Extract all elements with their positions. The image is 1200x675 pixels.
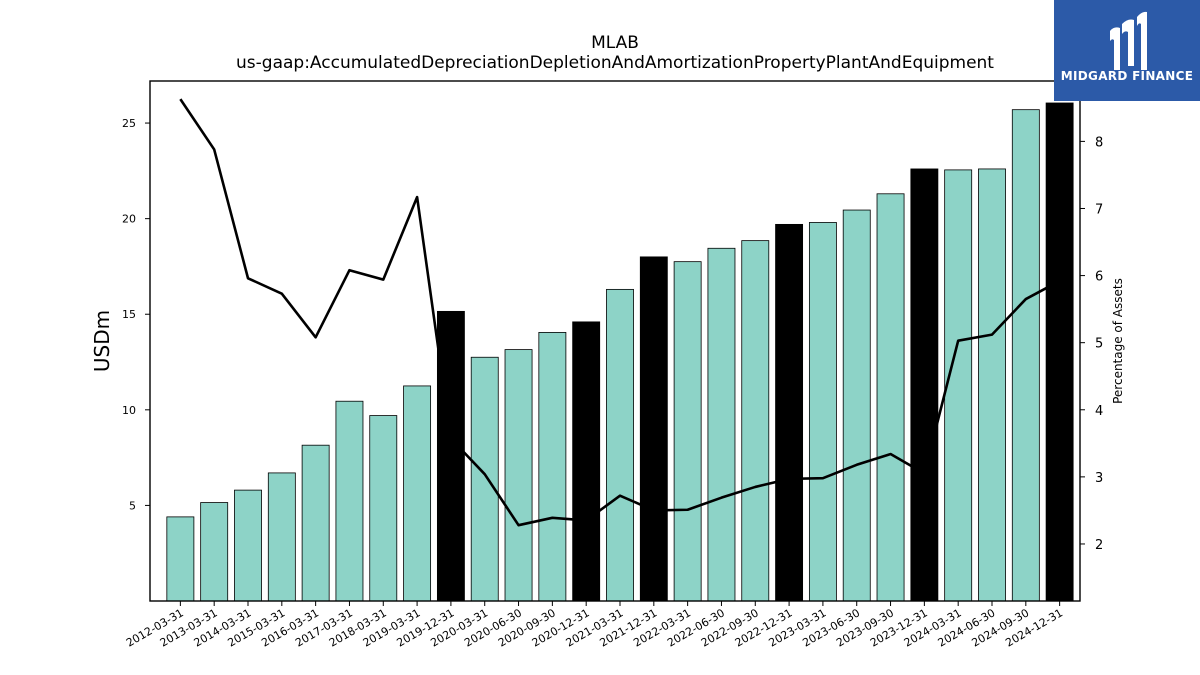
bar-2013-03-31 (200, 502, 229, 602)
bar-2017-03-31 (335, 400, 364, 602)
bar-2015-03-31 (267, 472, 296, 602)
y2-tick-label: 5 (1095, 337, 1103, 352)
y-axis-label: USDm (90, 310, 114, 372)
y-tick-label: 10 (122, 404, 136, 417)
plot-frame (149, 80, 1081, 602)
left-axis: 5 10 15 20 25 (122, 117, 150, 512)
bar-2022-09-30 (741, 240, 770, 602)
y2-tick-label: 8 (1095, 135, 1103, 150)
midgard-finance-logo: MIDGARD FINANCE (1054, 0, 1200, 101)
y2-axis-label: Percentage of Assets (1111, 278, 1125, 404)
bar-2023-06-30 (842, 209, 871, 602)
bar-2020-12-31 (572, 321, 601, 602)
chart-subtitle: us-gaap:AccumulatedDepreciationDepletion… (236, 53, 994, 73)
logo-text: MIDGARD FINANCE (1060, 69, 1194, 83)
y2-tick-label: 3 (1095, 471, 1103, 486)
bar-2020-06-30 (504, 349, 533, 602)
bar-2024-03-31 (944, 169, 973, 602)
bar-2020-09-30 (538, 331, 567, 602)
x-axis: 2012-03-312013-03-312014-03-312015-03-31… (124, 601, 1065, 650)
y2-tick-label: 6 (1095, 270, 1103, 285)
bar-2018-03-31 (369, 415, 398, 602)
bar-2022-06-30 (707, 247, 736, 602)
bar-2024-06-30 (978, 168, 1006, 602)
bar-2024-09-30 (1011, 109, 1040, 602)
bar-series (166, 102, 1074, 602)
y-tick-label: 20 (122, 213, 136, 226)
bar-2019-03-31 (403, 385, 432, 602)
percentage-line (179, 98, 1061, 527)
y2-tick-label: 2 (1095, 538, 1103, 553)
logo-mark-icon (1110, 11, 1147, 70)
y2-tick-label: 7 (1095, 202, 1103, 217)
y-tick-label: 15 (122, 308, 136, 321)
right-axis: 2 3 4 5 6 7 8 (1080, 135, 1103, 553)
y-tick-label: 25 (122, 117, 136, 130)
bar-2014-03-31 (234, 489, 262, 602)
bar-2024-12-31 (1045, 102, 1074, 602)
bar-2021-03-31 (606, 288, 634, 602)
bar-2016-03-31 (301, 444, 330, 602)
bar-2023-03-31 (808, 222, 837, 602)
bar-2022-12-31 (775, 223, 804, 602)
y2-tick-label: 4 (1095, 404, 1103, 419)
chart-title: MLAB (591, 33, 639, 53)
bar-2021-12-31 (639, 256, 668, 602)
bar-2020-03-31 (470, 356, 499, 602)
bar-2022-03-31 (673, 261, 702, 602)
bar-2023-12-31 (910, 168, 939, 602)
bar-2023-09-30 (876, 193, 905, 602)
bar-2012-03-31 (166, 516, 195, 602)
y-tick-label: 5 (129, 499, 136, 512)
bar-2019-12-31 (436, 310, 465, 602)
